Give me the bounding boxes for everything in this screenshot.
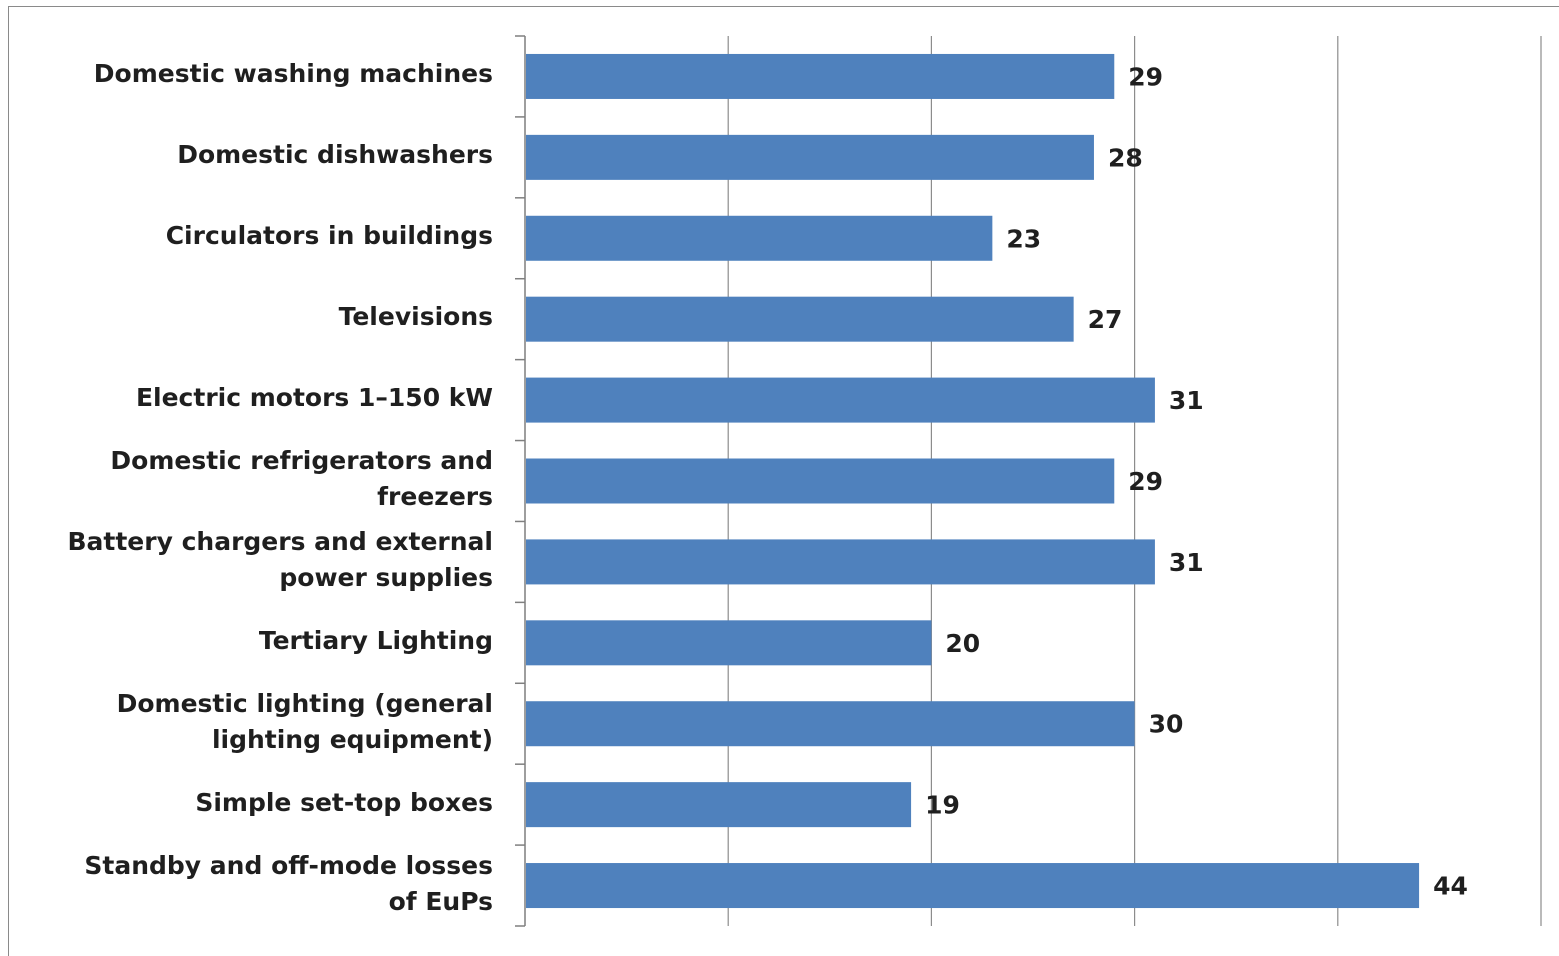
category-label: Domestic refrigerators and freezers (110, 446, 493, 511)
bar (526, 296, 1074, 342)
category-label: Simple set-top boxes (195, 787, 493, 817)
category-label: Domestic dishwashers (177, 140, 493, 170)
bar (526, 620, 932, 666)
bar (526, 134, 1094, 180)
category-label: Televisions (338, 302, 493, 332)
category-label: Tertiary Lighting (258, 625, 493, 655)
data-label: 28 (1108, 143, 1143, 172)
data-label: 30 (1149, 710, 1184, 739)
data-label: 44 (1433, 872, 1468, 901)
category-label: Circulators in buildings (165, 221, 493, 251)
data-label: 29 (1128, 62, 1163, 91)
bar (526, 377, 1155, 423)
bar (526, 701, 1135, 747)
bar (526, 863, 1420, 909)
data-label: 23 (1006, 224, 1041, 253)
category-label: Domestic lighting (general lighting equi… (116, 688, 493, 754)
data-label: 27 (1088, 305, 1123, 334)
data-label: 31 (1169, 386, 1204, 415)
data-label: 19 (925, 791, 960, 820)
bar (526, 782, 912, 828)
bar (526, 539, 1155, 585)
data-label: 31 (1169, 548, 1204, 577)
value-labels: 29 28 23 27 31 29 31 20 30 19 44 (925, 62, 1468, 900)
chart-frame (8, 6, 1559, 956)
category-label: Electric motors 1–150 kW (135, 383, 493, 413)
bar (526, 215, 993, 261)
category-label: Standby and off-mode losses of EuPs (84, 850, 493, 916)
bar (526, 458, 1115, 504)
bar (526, 53, 1115, 99)
category-label: Battery chargers and external power supp… (67, 526, 493, 592)
category-axis (515, 35, 526, 927)
data-label: 29 (1128, 467, 1163, 496)
data-label: 20 (945, 629, 980, 658)
bars (526, 53, 1420, 909)
category-label: Domestic washing machines (93, 59, 493, 89)
